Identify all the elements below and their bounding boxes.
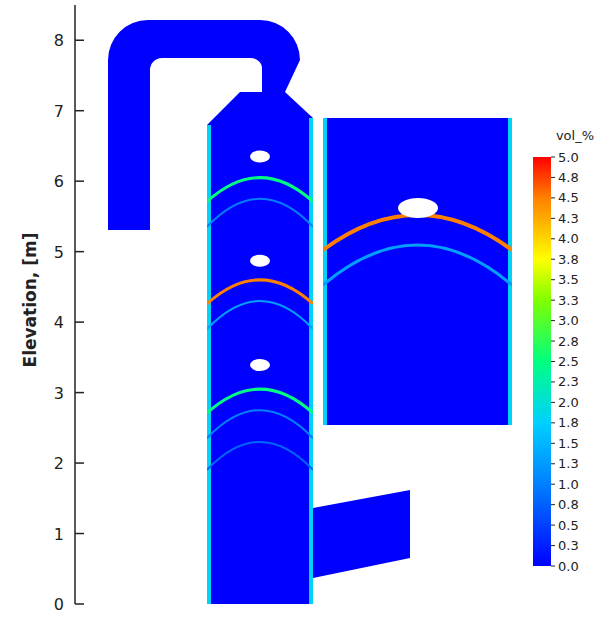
colorbar-tick <box>551 545 555 546</box>
tick-label: 3 <box>54 384 64 403</box>
tick <box>75 462 84 464</box>
tick <box>75 39 84 41</box>
wall-band <box>508 118 512 425</box>
colorbar-tick-label: 0.3 <box>558 538 579 553</box>
colorbar-tick <box>551 484 555 485</box>
colorbar-title: vol_% <box>556 128 594 143</box>
y-axis: 0 1 2 3 4 5 6 7 8 Elevation, [m] <box>20 5 84 614</box>
concentration-arc <box>207 442 313 470</box>
tick-label: 1 <box>54 525 64 544</box>
concentration-arc <box>207 178 313 202</box>
colorbar-tick-label: 1.8 <box>558 415 579 430</box>
colorbar-tick-label: 4.3 <box>558 211 579 226</box>
colorbar-tick-label: 1.0 <box>558 477 579 492</box>
axis-title: Elevation, [m] <box>20 233 40 368</box>
inset-background <box>323 118 512 425</box>
tick <box>75 180 84 182</box>
tick-label: 4 <box>54 313 64 332</box>
inset <box>323 118 512 425</box>
colorbar-tick-label: 0.0 <box>558 559 579 574</box>
colorbar-tick-label: 2.3 <box>558 374 579 389</box>
tick-label: 7 <box>54 102 64 121</box>
concentration-arc <box>207 410 313 438</box>
tick-label: 2 <box>54 454 64 473</box>
colorbar-tick-label: 4.5 <box>558 190 579 205</box>
colorbar-tick <box>551 197 555 198</box>
colorbar-tick <box>551 341 555 342</box>
axis-line <box>74 5 76 604</box>
colorbar-tick-label: 2.5 <box>558 354 579 369</box>
colorbar-tick <box>551 259 555 260</box>
field <box>207 118 313 604</box>
obstacle <box>250 255 270 267</box>
tick <box>75 110 84 112</box>
colorbar-tick <box>551 525 555 526</box>
colorbar-tick <box>551 320 555 321</box>
concentration-arc <box>207 389 313 413</box>
column <box>207 92 313 604</box>
colorbar-tick <box>551 238 555 239</box>
colorbar-tick-label: 0.8 <box>558 497 579 512</box>
tick-label: 0 <box>54 595 64 614</box>
colorbar-tick-label: 3.3 <box>558 293 579 308</box>
tick <box>75 533 84 535</box>
obstacle <box>398 198 438 218</box>
colorbar-tick-label: 4.8 <box>558 170 579 185</box>
colorbar-tick-label: 2.0 <box>558 395 579 410</box>
colorbar-tick-label: 2.8 <box>558 334 579 349</box>
concentration-arc <box>207 199 313 227</box>
obstacle <box>250 151 270 163</box>
tick <box>75 603 84 605</box>
outlet <box>313 490 410 578</box>
colorbar-tick-label: 1.5 <box>558 436 579 451</box>
colorbar-tick <box>551 402 555 403</box>
colorbar-tick <box>551 218 555 219</box>
colorbar-tick-label: 4.0 <box>558 231 579 246</box>
tick <box>75 321 84 323</box>
colorbar-tick-label: 3.5 <box>558 272 579 287</box>
colorbar: vol_% 5.0 4.8 4.5 4.3 4.0 3.8 3.5 3.3 3.0 2.8 2.5 2.… <box>533 128 594 574</box>
concentration-arc <box>323 215 512 250</box>
colorbar-tick-label: 3.8 <box>558 252 579 267</box>
colorbar-tick <box>551 157 555 158</box>
colorbar-tick-label: 5.0 <box>558 150 579 165</box>
tick <box>75 251 84 253</box>
colorbar-tick <box>551 566 555 567</box>
colorbar-tick <box>551 177 555 178</box>
wall-band <box>309 118 313 604</box>
colorbar-scale <box>533 157 551 566</box>
tick <box>75 392 84 394</box>
tick-label: 5 <box>54 243 64 262</box>
colorbar-tick <box>551 443 555 444</box>
colorbar-tick <box>551 381 555 382</box>
concentration-arc <box>323 245 512 285</box>
tick-label: 6 <box>54 172 64 191</box>
colorbar-tick-label: 3.0 <box>558 313 579 328</box>
colorbar-tick-label: 1.3 <box>558 456 579 471</box>
colorbar-tick-label: 0.5 <box>558 518 579 533</box>
colorbar-tick <box>551 279 555 280</box>
wall-band <box>323 118 327 425</box>
figure: 0 1 2 3 4 5 6 7 8 Elevation, [m] vol_% 5.0 4.8 4.5 4.3… <box>0 0 604 619</box>
tick-label: 8 <box>54 31 64 50</box>
colorbar-tick <box>551 422 555 423</box>
colorbar-tick <box>551 463 555 464</box>
concentration-arc <box>207 301 313 329</box>
colorbar-tick <box>551 300 555 301</box>
concentration-arc <box>207 280 313 304</box>
colorbar-tick <box>551 504 555 505</box>
colorbar-tick <box>551 361 555 362</box>
obstacle <box>250 359 270 371</box>
